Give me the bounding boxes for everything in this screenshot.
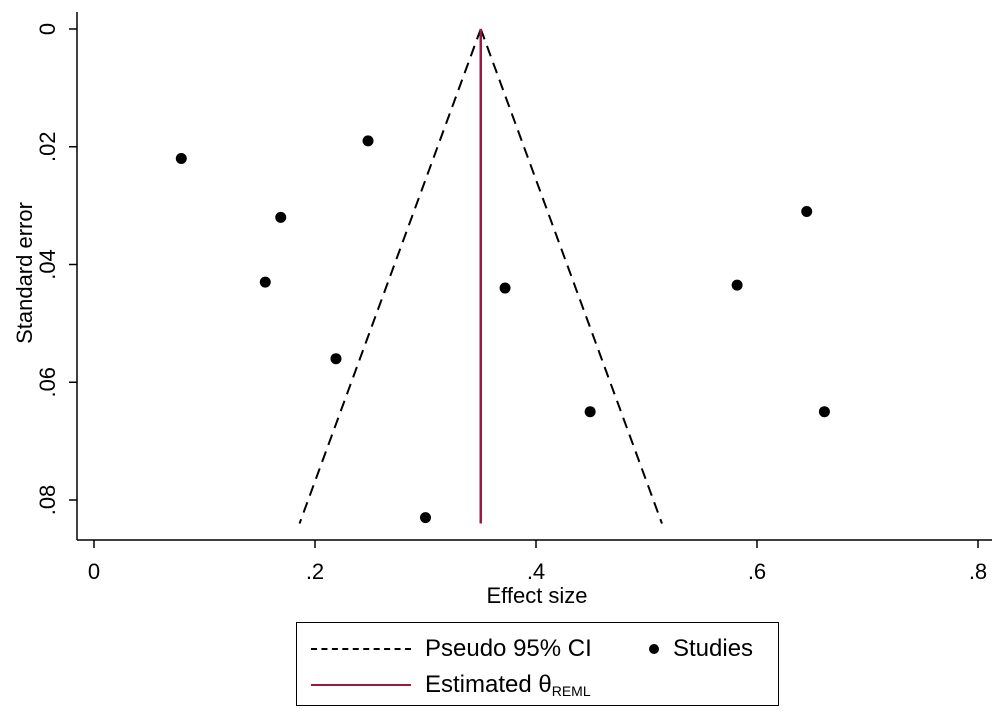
dashed-line-swatch xyxy=(311,648,411,650)
study-point xyxy=(584,406,596,418)
y-tick-label: .02 xyxy=(35,131,60,162)
legend-item-studies: Studies xyxy=(649,635,753,663)
study-point xyxy=(175,153,187,165)
legend-estimate-label: Estimated θREML xyxy=(425,671,591,699)
y-tick-label: .06 xyxy=(35,367,60,398)
legend-studies-label: Studies xyxy=(673,635,754,662)
x-tick-label: 0 xyxy=(88,559,100,584)
y-tick-label: .08 xyxy=(35,485,60,516)
study-point xyxy=(420,512,431,524)
y-tick-label: 0 xyxy=(35,23,60,35)
x-tick-label: .2 xyxy=(306,559,324,584)
x-axis-title: Effect size xyxy=(486,583,587,608)
study-point xyxy=(731,279,743,291)
study-point xyxy=(801,206,813,218)
axes: 0 .2 .4 .6 .8 0 .02 .04 .06 .08 xyxy=(35,12,992,584)
solid-line-swatch xyxy=(311,684,411,686)
ci-line-left xyxy=(298,28,482,524)
legend-ci-label: Pseudo 95% CI xyxy=(425,635,592,662)
legend: Pseudo 95% CI Studies Estimated θREML xyxy=(296,622,779,706)
dot-swatch xyxy=(649,644,659,654)
legend-item-estimate: Estimated θREML xyxy=(311,671,591,699)
funnel-plot: 0 .2 .4 .6 .8 0 .02 .04 .06 .08 Effect size Stand… xyxy=(12,12,992,608)
study-point xyxy=(499,282,511,294)
x-tick-label: .6 xyxy=(748,559,766,584)
study-point xyxy=(818,406,830,418)
study-point xyxy=(362,135,374,147)
legend-item-ci: Pseudo 95% CI xyxy=(311,635,592,663)
study-point xyxy=(275,211,287,223)
study-point xyxy=(259,276,271,288)
plot-marks xyxy=(175,28,830,524)
ci-line-right xyxy=(479,28,663,524)
x-tick-label: .4 xyxy=(527,559,545,584)
x-tick-label: .8 xyxy=(969,559,987,584)
y-tick-label: .04 xyxy=(35,249,60,280)
y-axis-title: Standard error xyxy=(12,202,37,344)
study-point xyxy=(330,353,342,365)
